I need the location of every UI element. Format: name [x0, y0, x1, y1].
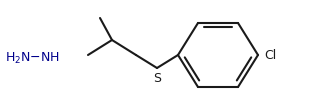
- Text: S: S: [153, 72, 161, 85]
- Text: H$_2$N$-$NH: H$_2$N$-$NH: [5, 50, 59, 66]
- Text: Cl: Cl: [264, 49, 276, 61]
